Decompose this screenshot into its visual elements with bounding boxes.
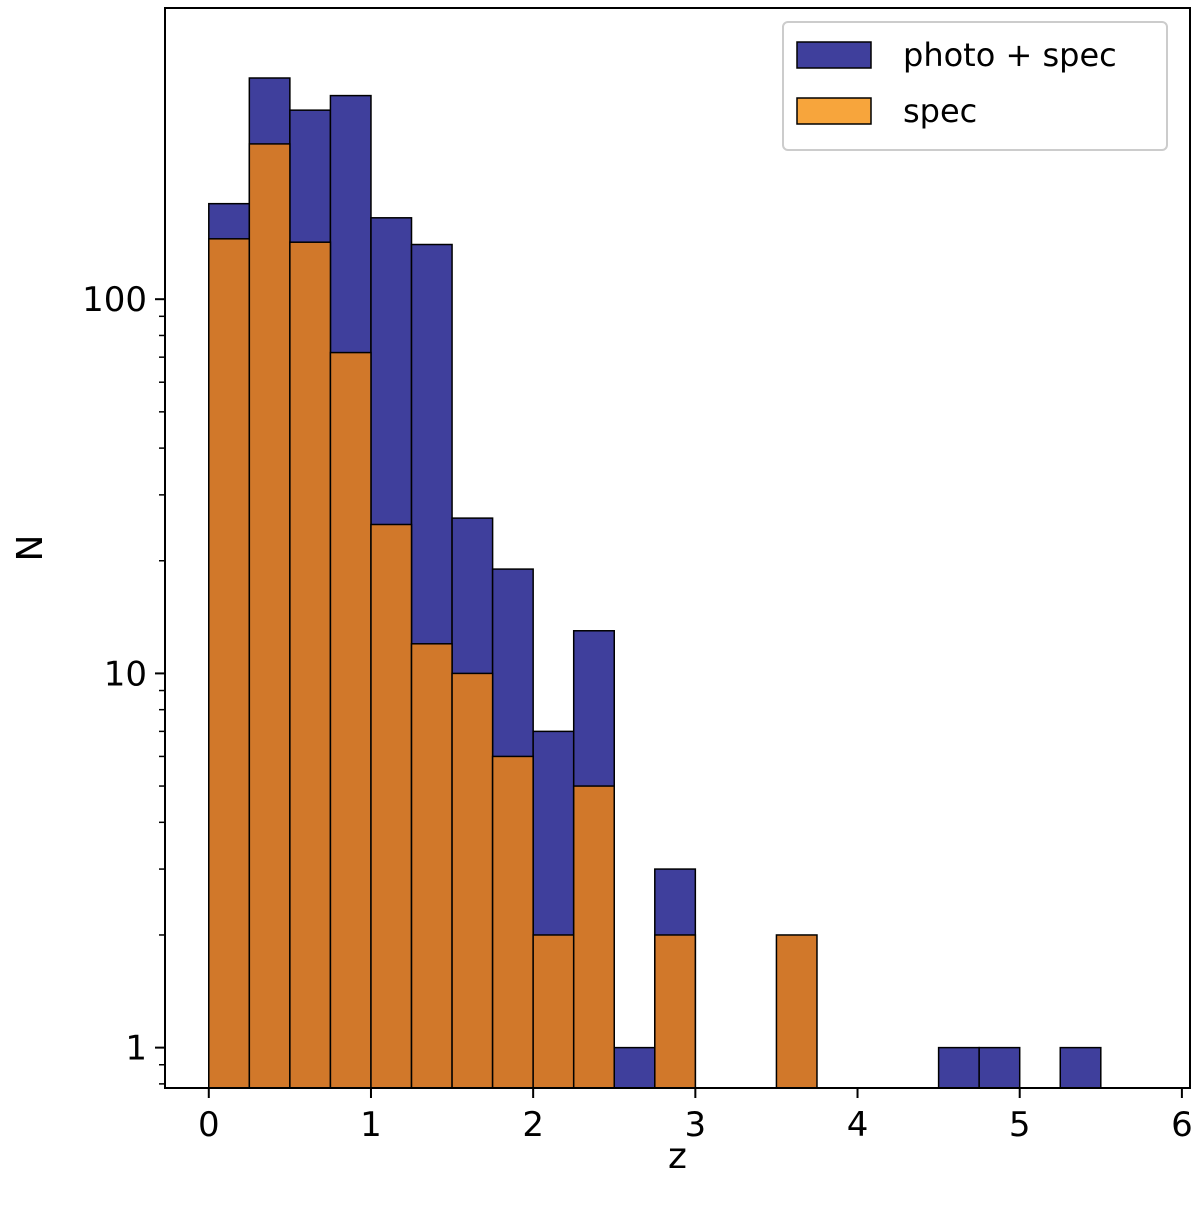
photo-spec-bar-19: [978, 1046, 1021, 1089]
y-tick-label: 1: [125, 1029, 147, 1069]
spec-bar-6: [451, 672, 494, 1089]
x-axis-ticks: 0 1 2 3 4 5 6: [198, 1088, 1193, 1145]
spec-bar-14: [775, 934, 818, 1089]
x-tick-label: 3: [685, 1105, 707, 1145]
legend-label-photo-spec: photo + spec: [903, 36, 1117, 74]
y-axis-ticks: 1 10 100: [82, 280, 165, 1085]
photo-spec-bar-21: [1059, 1046, 1102, 1089]
legend-box: [782, 21, 1168, 151]
spec-bar-1: [248, 143, 291, 1089]
y-axis-label: N: [10, 535, 51, 562]
x-axis-label: z: [668, 1136, 687, 1177]
y-tick-label: 100: [82, 280, 147, 320]
x-tick-label: 1: [360, 1105, 382, 1145]
x-tick-label: 5: [1009, 1105, 1031, 1145]
spec-bar-3: [329, 351, 372, 1089]
legend: photo + spec spec: [782, 21, 1168, 151]
x-tick-label: 2: [522, 1105, 544, 1145]
spec-bar-8: [532, 934, 575, 1089]
spec-bar-0: [208, 238, 251, 1089]
y-tick-label: 10: [104, 654, 147, 694]
legend-swatch-spec: [796, 97, 872, 125]
spec-bar-2: [289, 241, 332, 1089]
legend-swatch-photo-spec: [796, 41, 872, 69]
spec-bar-9: [572, 785, 615, 1089]
spec-bar-7: [491, 755, 534, 1089]
x-tick-label: 4: [847, 1105, 869, 1145]
photo-spec-bar-18: [937, 1046, 980, 1089]
x-tick-label: 0: [198, 1105, 220, 1145]
x-tick-label: 6: [1171, 1105, 1193, 1145]
plot-frame: [164, 7, 1191, 1089]
legend-label-spec: spec: [903, 92, 977, 130]
spec-bar-4: [370, 523, 413, 1089]
spec-bar-5: [410, 643, 453, 1089]
spec-bars: [208, 143, 818, 1089]
spec-bar-11: [654, 934, 697, 1089]
photo-spec-bar-10: [613, 1046, 656, 1089]
